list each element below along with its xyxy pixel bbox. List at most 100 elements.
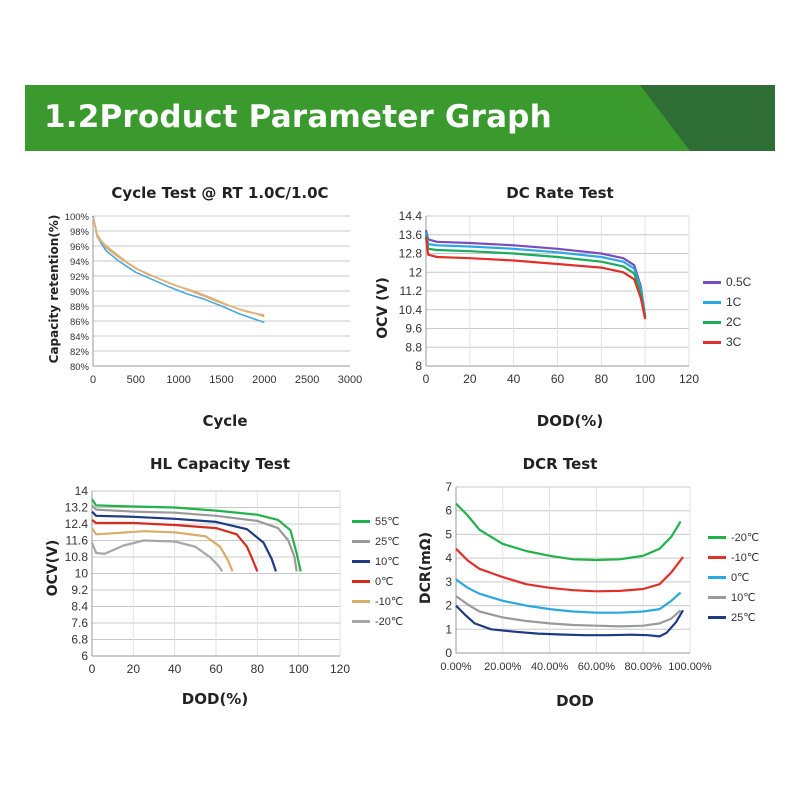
dcrate-y-tick-label: 13.6 xyxy=(399,228,423,242)
cycle-x-tick-label: 1500 xyxy=(209,374,233,386)
legend-label: 1C xyxy=(726,295,742,309)
cycle-x-tick-label: 3000 xyxy=(338,374,362,386)
page-title: 1.2Product Parameter Graph xyxy=(44,99,552,135)
hl-series-line-0℃ xyxy=(91,519,259,572)
dcrate-series-line-3C xyxy=(424,236,647,320)
hl-legend: 55℃ 25℃ 10℃ 0℃ -10℃ -20℃ xyxy=(352,511,403,631)
cycle-y-tick-label: 96% xyxy=(70,242,90,253)
hl-y-tick-label: 8.4 xyxy=(71,600,88,614)
legend-swatch xyxy=(708,535,726,539)
dcrate-series-line-1C xyxy=(424,232,647,317)
dcrate-y-tick-label: 9.6 xyxy=(405,322,422,336)
dcr-series-line-10℃ xyxy=(455,595,682,628)
legend-swatch xyxy=(703,320,721,324)
dcr-x-tick-label: 100.00% xyxy=(668,661,712,673)
dcr-y-tick-label: 7 xyxy=(445,480,452,494)
legend-item: 10℃ xyxy=(352,551,403,571)
legend-label: 0.5C xyxy=(726,275,752,289)
legend-swatch xyxy=(708,615,726,619)
legend-swatch xyxy=(708,595,726,599)
hl-y-tick-label: 12.4 xyxy=(65,517,89,531)
hl-y-tick-label: 9.2 xyxy=(71,583,88,597)
legend-label: -10℃ xyxy=(375,595,404,608)
cycle-series-line-2 xyxy=(92,217,265,316)
dcr-y-tick-label: 4 xyxy=(445,551,452,565)
cycle-y-tick-label: 90% xyxy=(70,287,90,298)
legend-label: 25℃ xyxy=(731,611,756,624)
legend-label: -10℃ xyxy=(731,551,760,564)
dcrate-x-tick-label: 0 xyxy=(423,372,430,386)
hl-x-tick-label: 0 xyxy=(89,662,96,676)
dcrate-y-tick-label: 12.8 xyxy=(399,247,423,261)
dcrate-x-tick-label: 80 xyxy=(595,372,609,386)
legend-item: 2C xyxy=(703,312,751,332)
legend-item: 1C xyxy=(703,292,751,312)
hl-series-line--20℃ xyxy=(90,539,224,573)
cycle-y-tick-label: 86% xyxy=(70,317,90,328)
legend-swatch xyxy=(352,539,370,543)
legend-swatch xyxy=(352,619,370,623)
cycle-y-tick-label: 84% xyxy=(70,332,90,343)
cycle-chart-title: Cycle Test @ RT 1.0C/1.0C xyxy=(111,184,329,202)
hl-x-tick-label: 60 xyxy=(209,662,223,676)
dcrate-series-line-2C xyxy=(424,234,647,318)
legend-label: 10℃ xyxy=(375,555,400,568)
dcr-legend: -20℃ -10℃ 0℃ 10℃ 25℃ xyxy=(708,527,759,627)
dcr-series-line--10℃ xyxy=(455,547,684,593)
legend-swatch xyxy=(703,280,721,284)
legend-item: 0℃ xyxy=(352,571,403,591)
dcr-x-tick-label: 60.00% xyxy=(578,661,616,673)
dcr-y-tick-label: 1 xyxy=(445,622,452,636)
cycle-x-tick-label: 500 xyxy=(127,374,145,386)
dcr-x-tick-label: 20.00% xyxy=(484,661,522,673)
dcrate-y-tick-label: 8 xyxy=(415,359,422,373)
hl-x-axis-label: DOD(%) xyxy=(181,690,249,708)
hl-x-tick-label: 20 xyxy=(127,662,141,676)
dcrate-y-tick-label: 11.2 xyxy=(400,284,423,298)
legend-label: 10℃ xyxy=(731,591,756,604)
hl-x-tick-label: 80 xyxy=(251,662,265,676)
legend-item: 55℃ xyxy=(352,511,403,531)
dcrate-x-tick-label: 60 xyxy=(551,372,565,386)
hl-y-tick-label: 14 xyxy=(75,484,89,498)
dcr-y-tick-label: 3 xyxy=(445,575,452,589)
legend-swatch xyxy=(352,559,370,563)
legend-swatch xyxy=(708,555,726,559)
dcrate-y-tick-label: 8.8 xyxy=(405,340,422,354)
cycle-y-tick-label: 82% xyxy=(70,347,90,358)
header-banner xyxy=(25,85,775,151)
dcrate-y-tick-label: 10.4 xyxy=(399,303,423,317)
legend-item: 0.5C xyxy=(703,272,751,292)
legend-swatch xyxy=(352,519,370,523)
hl-y-tick-label: 11.6 xyxy=(66,534,89,548)
hl-y-tick-label: 10.8 xyxy=(65,550,89,564)
dcrate-x-tick-label: 20 xyxy=(463,372,477,386)
hl-y-tick-label: 10 xyxy=(75,567,89,581)
legend-item: 10℃ xyxy=(708,587,759,607)
cycle-x-tick-label: 1000 xyxy=(166,374,190,386)
dcrate-y-tick-label: 14.4 xyxy=(399,209,423,223)
dcr-y-tick-label: 5 xyxy=(445,527,452,541)
hl-y-tick-label: 13.2 xyxy=(65,501,89,515)
hl-series-line-55℃ xyxy=(91,498,302,572)
legend-swatch xyxy=(352,579,370,583)
cycle-x-tick-label: 2500 xyxy=(295,374,319,386)
dcrate-chart-title: DC Rate Test xyxy=(506,184,614,202)
dcrate-x-axis-label: DOD(%) xyxy=(536,412,604,430)
cycle-x-axis-label: Cycle xyxy=(202,412,248,430)
hl-series-line-10℃ xyxy=(91,510,277,572)
cycle-y-tick-label: 80% xyxy=(70,362,90,373)
legend-label: 3C xyxy=(726,335,742,349)
legend-item: -20℃ xyxy=(708,527,759,547)
legend-label: 25℃ xyxy=(375,535,400,548)
legend-label: -20℃ xyxy=(731,531,760,544)
hl-x-tick-label: 120 xyxy=(330,662,350,676)
legend-label: 0℃ xyxy=(375,575,394,588)
hl-x-tick-label: 40 xyxy=(168,662,182,676)
legend-item: 25℃ xyxy=(352,531,403,551)
dcrate-x-tick-label: 120 xyxy=(679,372,699,386)
